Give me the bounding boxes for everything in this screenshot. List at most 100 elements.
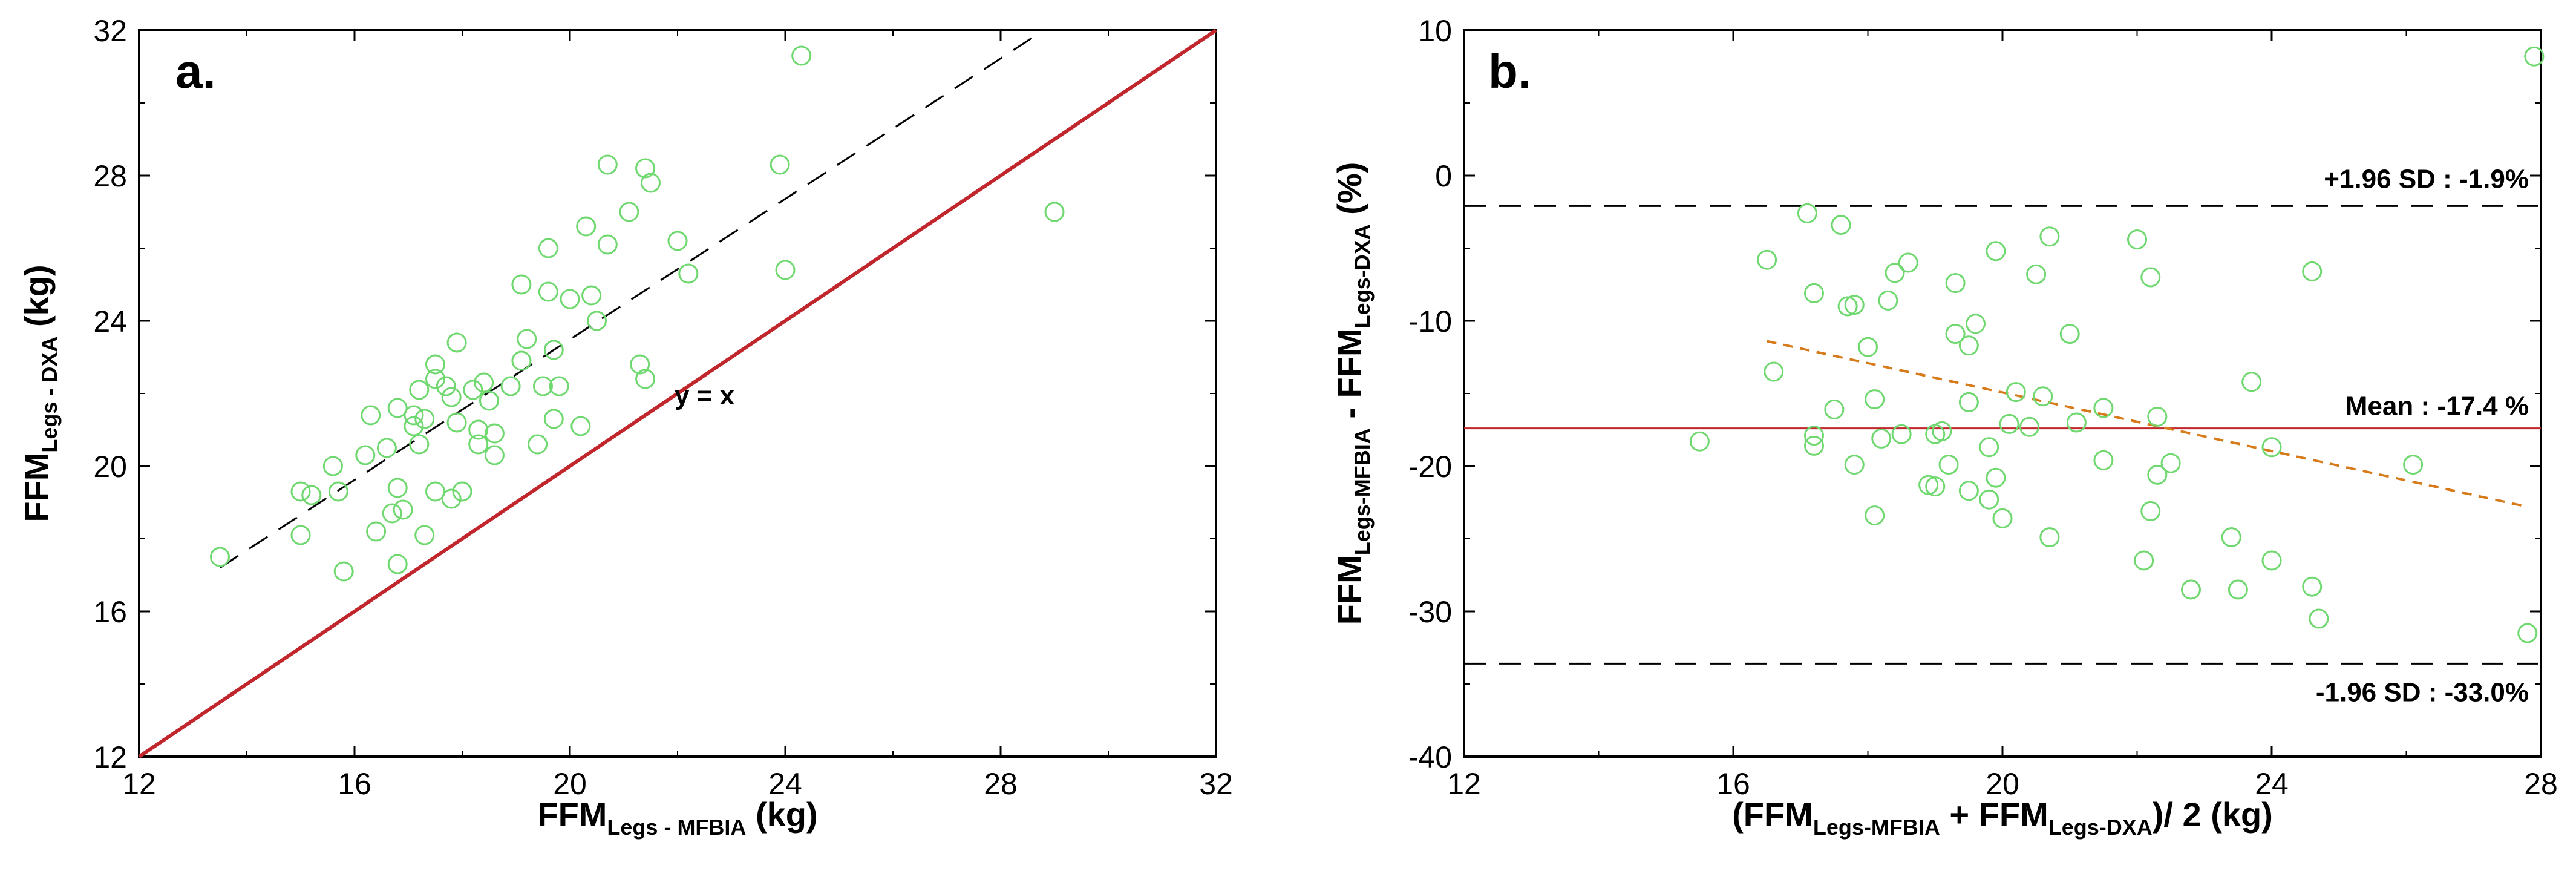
x-tick-label-a: 16 — [338, 767, 371, 801]
data-point-a — [446, 332, 467, 353]
x-tick-label-a: 20 — [553, 767, 587, 801]
data-point-b — [2033, 386, 2053, 407]
y-tick-label-b: 10 — [1418, 14, 1452, 48]
data-point-b — [1764, 361, 1784, 382]
data-point-b — [2093, 398, 2114, 418]
data-point-a — [387, 398, 408, 418]
data-point-b — [2006, 382, 2026, 403]
data-point-a — [597, 154, 618, 175]
data-point-a — [441, 488, 462, 509]
data-point-b — [2140, 267, 2161, 288]
data-point-b — [1689, 431, 1710, 452]
data-point-a — [468, 419, 489, 440]
data-point-b — [1891, 424, 1912, 444]
data-point-a — [436, 376, 456, 396]
data-point-a — [500, 376, 521, 396]
data-point-b — [2140, 501, 2161, 521]
data-point-a — [484, 445, 505, 465]
data-point-b — [1938, 455, 1959, 475]
data-point-a — [425, 481, 445, 502]
data-point-b — [2147, 406, 2168, 427]
data-point-a — [474, 372, 494, 393]
data-point-a — [452, 481, 472, 502]
data-point-b — [1831, 215, 1851, 235]
data-point-b — [1871, 428, 1892, 449]
data-point-a — [635, 158, 656, 179]
data-point-a — [538, 281, 558, 302]
data-point-a — [290, 525, 311, 545]
data-point-a — [511, 274, 532, 295]
data-point-b — [2241, 372, 2262, 392]
y-tick-label-a: 16 — [93, 595, 127, 629]
y-tick-label-b: -10 — [1408, 304, 1452, 338]
x-axis-label-b: (FFMLegs-MFBIA + FFMLegs-DXA)/ 2 (kg) — [1732, 795, 2273, 840]
lower-limit-label: -1.96 SD : -33.0% — [2316, 677, 2529, 707]
data-point-a — [210, 547, 230, 567]
x-tick-label-b: 24 — [2255, 767, 2289, 801]
data-point-b — [1999, 413, 2019, 434]
data-point-a — [409, 380, 430, 400]
y-tick-label-a: 12 — [93, 740, 127, 774]
data-point-b — [1804, 426, 1824, 446]
data-point-a — [387, 554, 408, 574]
data-point-b — [1958, 335, 1979, 356]
data-point-b — [1958, 481, 1979, 501]
data-point-a — [366, 521, 387, 542]
data-point-a — [479, 390, 499, 411]
y-tick-label-b: -30 — [1408, 595, 1452, 629]
y-tick-label-a: 28 — [93, 159, 127, 193]
data-point-b — [2302, 261, 2323, 281]
data-point-a — [414, 409, 435, 429]
data-point-b — [1925, 476, 1946, 497]
data-point-a — [576, 216, 597, 237]
data-point-a — [538, 238, 558, 258]
data-point-b — [2134, 550, 2154, 571]
data-point-a — [619, 202, 639, 222]
data-point-b — [1986, 241, 2006, 261]
regression-line — [219, 29, 1045, 569]
data-point-b — [2026, 264, 2047, 284]
data-point-a — [376, 438, 397, 458]
data-point-a — [425, 354, 445, 375]
y-tick-label-a: 20 — [93, 450, 127, 484]
data-point-b — [1824, 399, 1845, 419]
data-point-b — [1804, 283, 1824, 303]
data-point-a — [355, 445, 376, 465]
data-point-a — [387, 478, 408, 498]
data-point-b — [1945, 324, 1966, 344]
data-point-a — [484, 423, 505, 444]
data-point-b — [1797, 203, 1817, 223]
data-point-b — [1966, 314, 1986, 334]
data-point-a — [587, 311, 607, 331]
mean-line-label: Mean : -17.4 % — [2346, 392, 2529, 421]
data-point-b — [1804, 435, 1824, 456]
data-point-a — [635, 369, 656, 389]
data-point-b — [1858, 337, 1878, 357]
data-point-b — [2403, 455, 2424, 475]
panel-label-b: b. — [1488, 44, 1531, 98]
data-point-a — [770, 154, 790, 175]
data-point-b — [1844, 455, 1865, 475]
x-tick-label-a: 24 — [768, 767, 802, 801]
x-tick-label-a: 12 — [122, 767, 156, 801]
data-point-b — [2039, 226, 2060, 247]
data-point-a — [463, 380, 483, 400]
x-tick-label-b: 16 — [1716, 767, 1750, 801]
data-point-b — [1837, 296, 1858, 317]
data-point-a — [404, 405, 424, 426]
data-point-b — [1885, 263, 1905, 283]
x-tick-label-b: 28 — [2524, 767, 2558, 801]
x-tick-label-a: 32 — [1199, 767, 1233, 801]
data-point-b — [2228, 579, 2248, 600]
data-point-a — [290, 481, 311, 502]
y-tick-label-b: 0 — [1435, 159, 1452, 193]
data-point-a — [791, 45, 812, 66]
data-point-b — [1878, 290, 1898, 311]
data-point-b — [1986, 467, 2006, 488]
data-point-a — [775, 260, 796, 280]
data-point-a — [517, 329, 537, 349]
data-point-b — [2261, 437, 2282, 458]
data-point-a — [549, 376, 569, 396]
data-point-a — [667, 231, 688, 251]
